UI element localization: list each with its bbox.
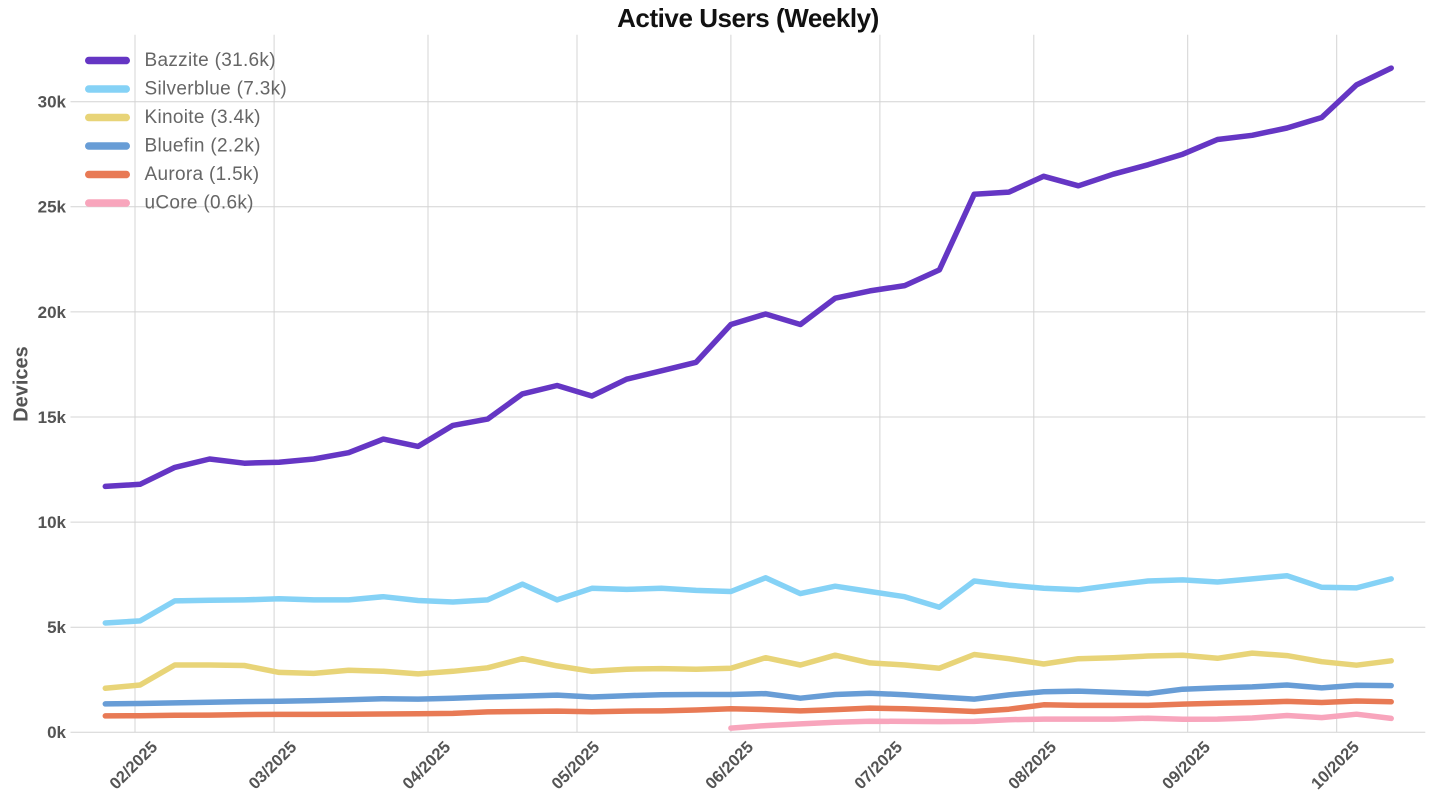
svg-text:09/2025: 09/2025 — [1159, 738, 1214, 793]
svg-text:03/2025: 03/2025 — [245, 738, 300, 793]
svg-text:30k: 30k — [38, 93, 67, 112]
svg-text:06/2025: 06/2025 — [702, 738, 757, 793]
svg-text:Devices: Devices — [11, 346, 33, 422]
svg-text:08/2025: 08/2025 — [1005, 738, 1060, 793]
svg-text:25k: 25k — [38, 198, 67, 217]
svg-text:uCore (0.6k): uCore (0.6k) — [145, 192, 254, 213]
svg-text:Bluefin (2.2k): Bluefin (2.2k) — [145, 135, 261, 156]
svg-text:04/2025: 04/2025 — [399, 738, 454, 793]
svg-text:5k: 5k — [47, 618, 66, 637]
svg-text:15k: 15k — [38, 408, 67, 427]
svg-text:05/2025: 05/2025 — [548, 738, 603, 793]
svg-text:10/2025: 10/2025 — [1308, 738, 1363, 793]
svg-text:10k: 10k — [38, 513, 67, 532]
svg-text:07/2025: 07/2025 — [851, 738, 906, 793]
svg-text:Active Users (Weekly): Active Users (Weekly) — [617, 3, 879, 33]
svg-text:20k: 20k — [38, 303, 67, 322]
svg-text:Silverblue (7.3k): Silverblue (7.3k) — [145, 78, 288, 99]
svg-text:Aurora (1.5k): Aurora (1.5k) — [145, 164, 260, 185]
svg-text:0k: 0k — [47, 723, 66, 742]
svg-text:Kinoite (3.4k): Kinoite (3.4k) — [145, 107, 261, 128]
svg-text:Bazzite (31.6k): Bazzite (31.6k) — [145, 50, 276, 71]
svg-text:02/2025: 02/2025 — [106, 738, 161, 793]
